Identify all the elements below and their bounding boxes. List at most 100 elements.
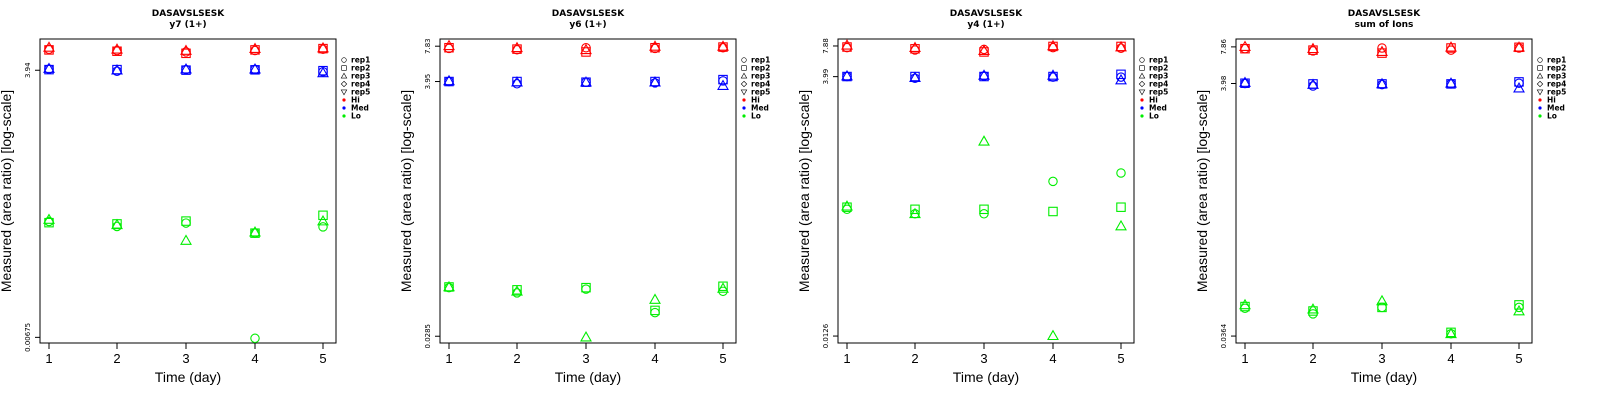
legend-marker-rep2 [741, 65, 747, 71]
x-tick-label: 5 [1117, 351, 1124, 366]
legend-symbol-rep3 [1138, 72, 1146, 79]
legend-label-rep2: rep2 [1149, 64, 1168, 73]
data-point-lo-rep3 [1047, 329, 1059, 341]
legend-label-hi: Hi [1547, 96, 1556, 105]
legend-symbol-rep4 [740, 80, 748, 88]
legend-label-rep1: rep1 [1547, 56, 1566, 65]
data-point-lo-rep1 [1308, 309, 1318, 319]
legend-symbol-rep4 [1536, 80, 1544, 88]
y-axis-label: Measured (area ratio) [log-scale] [398, 90, 414, 292]
x-tick-label: 1 [1241, 351, 1248, 366]
legend-dot-lo [1140, 114, 1144, 118]
data-point-med-rep3 [649, 76, 661, 87]
legend-symbol-rep2 [1537, 65, 1543, 71]
data-point-med-rep2 [1514, 77, 1524, 87]
legend-marker-rep5 [1138, 89, 1146, 96]
y-tick-label: 7.83 [424, 38, 432, 54]
data-point-hi-rep2 [910, 44, 920, 54]
legend-label-rep3: rep3 [1547, 72, 1566, 81]
data-point-hi-rep3 [1239, 40, 1251, 51]
legend-symbol-rep5 [740, 89, 748, 96]
legend-marker-rep1 [1139, 57, 1145, 63]
chart-title: DASAVSLSESK [950, 9, 1024, 19]
legend-label-rep5: rep5 [1547, 88, 1566, 97]
legend-dot-lo [342, 114, 346, 118]
data-point-hi-rep3 [1445, 41, 1457, 52]
legend-label-rep4: rep4 [1149, 80, 1168, 89]
data-point-lo-rep3 [1307, 303, 1319, 314]
x-tick-label: 5 [1515, 351, 1522, 366]
legend-label-rep2: rep2 [351, 64, 370, 73]
y-axis-label: Measured (area ratio) [log-scale] [0, 90, 14, 292]
y-tick-label: 3.95 [424, 74, 432, 90]
legend-label-rep1: rep1 [751, 56, 770, 65]
data-point-lo-rep1 [1116, 168, 1126, 178]
data-point-med-rep3 [443, 74, 455, 86]
legend-marker-rep4 [1536, 80, 1544, 88]
y-tick-label: 7.88 [822, 38, 830, 54]
data-point-med-rep2 [979, 71, 989, 82]
legend-symbol-rep1 [1139, 57, 1145, 63]
data-point-lo-rep3 [511, 285, 523, 296]
legend-dot-med [1538, 106, 1542, 110]
legend-dot-hi [342, 98, 346, 102]
x-tick-label: 4 [1049, 351, 1056, 366]
chart-title: DASAVSLSESK [1348, 9, 1422, 19]
legend-symbol-rep1 [341, 57, 347, 63]
data-point-hi-rep1 [250, 45, 260, 56]
data-point-lo-rep3 [841, 200, 853, 211]
data-point-med-rep3 [317, 66, 329, 78]
data-point-lo-rep2 [1116, 202, 1126, 212]
data-point-hi-rep3 [841, 39, 853, 50]
data-point-hi-rep3 [909, 41, 921, 52]
x-tick-label: 5 [319, 351, 326, 366]
x-tick-label: 1 [45, 351, 52, 366]
legend-label-med: Med [351, 104, 369, 113]
legend-label-rep3: rep3 [1149, 72, 1168, 81]
legend-marker-rep4 [340, 80, 348, 88]
data-point-hi-rep3 [1376, 45, 1388, 56]
legend-label-med: Med [1149, 104, 1167, 113]
legend-marker-rep1 [341, 57, 347, 63]
legend-marker-rep3 [1536, 72, 1544, 79]
data-point-hi-rep3 [43, 41, 55, 52]
legend-label-rep5: rep5 [351, 88, 370, 97]
y-tick-label: 0.00675 [24, 323, 32, 352]
legend-label-med: Med [1547, 104, 1565, 113]
data-point-lo-rep3 [978, 135, 990, 146]
legend-label-rep4: rep4 [1547, 80, 1566, 89]
legend-marker-rep3 [1138, 72, 1146, 79]
chart-title: DASAVSLSESK [152, 9, 226, 19]
y-tick-label: 3.99 [822, 69, 830, 85]
legend-marker-rep3 [740, 72, 748, 79]
data-point-lo-rep3 [317, 214, 329, 226]
legend-symbol-rep5 [340, 89, 348, 96]
data-point-hi-rep3 [978, 44, 990, 56]
y-tick-label: 3.94 [24, 62, 32, 78]
legend-label-lo: Lo [351, 112, 361, 121]
legend-marker-rep2 [1537, 65, 1543, 71]
x-tick-label: 2 [1309, 351, 1316, 366]
x-tick-label: 4 [1447, 351, 1454, 366]
x-tick-label: 2 [911, 351, 918, 366]
y-tick-label: 0.0364 [1220, 323, 1228, 348]
x-tick-label: 2 [113, 351, 120, 366]
legend-symbol-rep1 [741, 57, 747, 63]
legend-label-hi: Hi [1149, 96, 1158, 105]
x-tick-label: 3 [182, 351, 189, 366]
legend-symbol-rep5 [1536, 89, 1544, 96]
legend-dot-lo [742, 114, 746, 118]
legend-label-lo: Lo [1149, 112, 1159, 121]
data-point-lo-rep3 [1239, 298, 1251, 310]
legend-dot-hi [1538, 98, 1542, 102]
data-point-lo-rep1 [318, 222, 328, 232]
chart-subtitle: y6 (1+) [569, 20, 606, 30]
data-point-lo-rep3 [1445, 327, 1457, 339]
plot-frame [837, 38, 1135, 344]
data-point-lo-rep3 [1115, 219, 1127, 231]
legend-label-rep3: rep3 [351, 72, 370, 81]
data-point-med-rep3 [1445, 77, 1457, 88]
y-tick-label: 7.86 [1220, 39, 1228, 55]
